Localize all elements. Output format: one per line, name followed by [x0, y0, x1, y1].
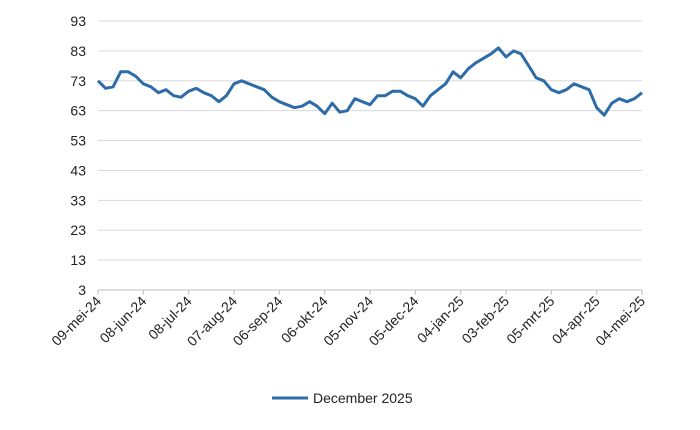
x-tick-label: 04-mei-25 [592, 293, 648, 349]
y-tick-label: 63 [70, 103, 86, 119]
x-tick-label: 05-mrt-25 [503, 293, 557, 347]
y-tick-label: 23 [70, 222, 86, 238]
y-tick-label: 33 [70, 192, 86, 208]
x-tick-label: 05-dec-24 [366, 293, 422, 349]
y-tick-label: 13 [70, 252, 86, 268]
x-tick-label: 09-mei-24 [48, 293, 104, 349]
y-tick-label: 43 [70, 162, 86, 178]
x-tick-label: 06-sep-24 [230, 293, 286, 349]
series-line [96, 46, 643, 117]
x-tick-label: 03-feb-25 [458, 293, 512, 347]
y-tick-label: 3 [78, 282, 86, 298]
legend-label: December 2025 [313, 390, 413, 406]
y-tick-label: 53 [70, 133, 86, 149]
y-tick-label: 93 [70, 13, 86, 29]
x-tick-label: 04-jan-25 [414, 293, 467, 346]
y-tick-label: 73 [70, 73, 86, 89]
y-tick-label: 83 [70, 43, 86, 59]
x-tick-label: 08-jun-24 [96, 293, 149, 346]
